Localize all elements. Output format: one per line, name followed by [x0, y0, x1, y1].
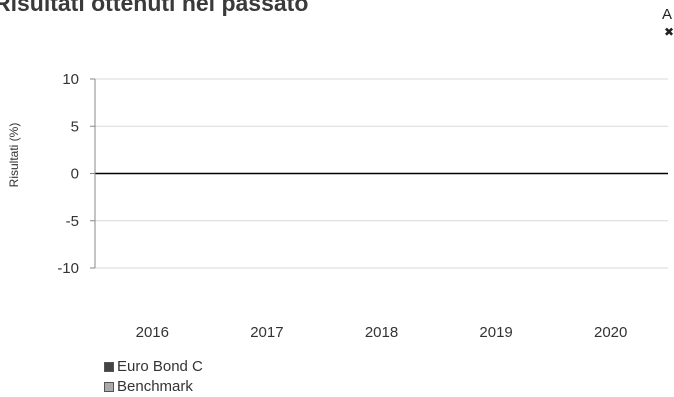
legend: Euro Bond C Benchmark	[102, 357, 203, 397]
corner-letter-icon: A	[662, 6, 673, 23]
gridlines	[95, 78, 668, 269]
legend-label: Euro Bond C	[117, 358, 203, 375]
y-axis: 10 5 0 -5 -10	[57, 71, 96, 277]
x-tick-label: 2017	[250, 324, 283, 341]
y-tick-label: 0	[71, 166, 79, 183]
x-tick-label: 2019	[479, 324, 512, 341]
legend-label: Benchmark	[117, 378, 193, 395]
legend-swatch	[104, 382, 114, 392]
y-axis-label: Risultati (%)	[7, 123, 21, 188]
legend-item-euro-bond-c: Euro Bond C	[102, 357, 203, 377]
y-tick-label: 5	[71, 118, 79, 135]
y-tick-label: -10	[57, 260, 79, 277]
x-tick-label: 2016	[136, 324, 169, 341]
x-axis-labels: 2016 2017 2018 2019 2020	[136, 324, 628, 341]
close-icon[interactable]: ✖	[664, 25, 674, 39]
legend-swatch	[104, 362, 114, 372]
x-tick-label: 2018	[365, 324, 398, 341]
chart-title: Risultati ottenuti nel passato	[0, 0, 309, 16]
y-tick-label: -5	[66, 213, 79, 230]
legend-item-benchmark: Benchmark	[102, 377, 203, 397]
x-tick-label: 2020	[594, 324, 627, 341]
y-tick-label: 10	[62, 71, 79, 88]
